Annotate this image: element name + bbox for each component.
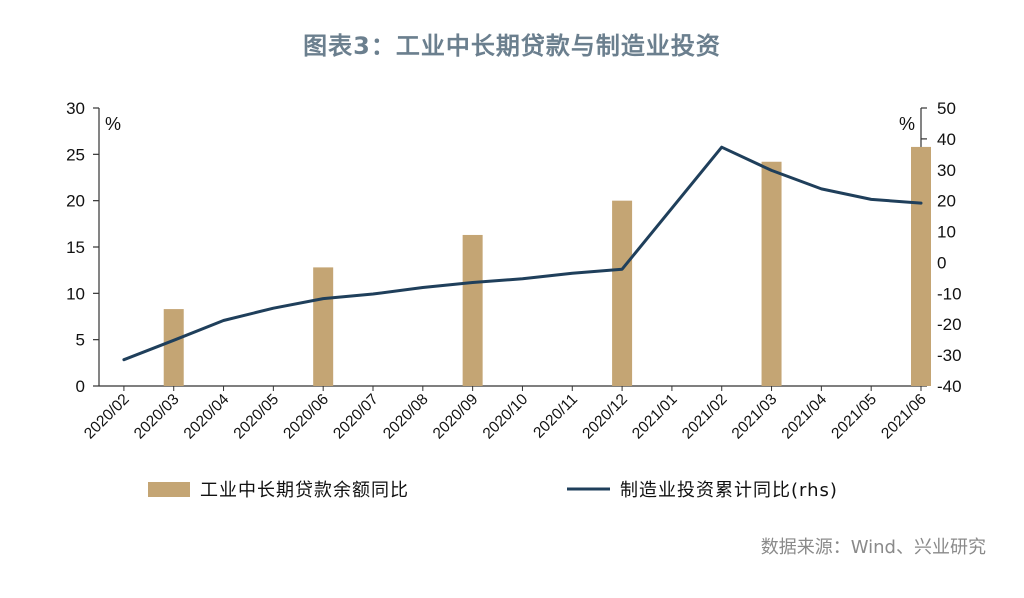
x-tick-label: 2021/01 <box>629 391 681 443</box>
left-axis-tick-label: 10 <box>66 284 85 303</box>
bar-2021/03 <box>761 161 782 386</box>
bar-2020/09 <box>462 234 483 386</box>
x-tick-labels: 2020/022020/032020/042020/052020/062020/… <box>81 391 930 443</box>
left-axis-tick-label: 20 <box>66 192 85 211</box>
x-tick-label: 2020/08 <box>380 391 432 443</box>
left-axis-tick-label: 0 <box>76 377 85 396</box>
right-axis-tick-label: -40 <box>937 377 962 396</box>
legend-swatch-bar <box>148 482 190 497</box>
x-tick-label: 2021/05 <box>828 391 880 443</box>
bar-2020/03 <box>163 309 184 386</box>
bar-2021/06 <box>911 146 931 386</box>
right-axis-tick-label: -20 <box>937 315 962 334</box>
left-axis-unit: % <box>105 114 121 134</box>
bar-2020/06 <box>313 267 334 386</box>
left-axis-tick-label: 30 <box>66 99 85 118</box>
legend-label-bar: 工业中长期贷款余额同比 <box>200 480 409 501</box>
legend: 工业中长期贷款余额同比 制造业投资累计同比(rhs) <box>148 480 838 501</box>
x-tick-label: 2020/07 <box>330 391 382 443</box>
right-axis-unit: % <box>899 114 915 134</box>
x-tick-label: 2020/12 <box>579 391 631 443</box>
right-axis-tick-label: 50 <box>937 99 956 118</box>
left-axis-tick-label: 25 <box>66 145 85 164</box>
x-tick-label: 2020/10 <box>480 391 532 443</box>
x-tick-label: 2020/04 <box>181 391 233 443</box>
x-tick-label: 2020/09 <box>430 391 482 443</box>
right-axis-tick-label: 30 <box>937 161 956 180</box>
bar-series <box>163 146 931 386</box>
x-tick-label: 2020/11 <box>530 391 581 442</box>
x-tick-label: 2021/02 <box>679 391 731 443</box>
x-tick-label: 2021/06 <box>878 391 930 443</box>
bar-2020/12 <box>612 200 633 386</box>
line-path <box>122 145 923 362</box>
right-axis-tick-label: 0 <box>937 253 946 272</box>
axes: 0 5 10 15 20 25 30% -40 -30 -20 -10 0 10 20 30 40 50% <box>66 99 962 396</box>
x-tick-label: 2020/02 <box>81 391 133 443</box>
right-axis-tick-label: -10 <box>937 284 962 303</box>
chart-title: 图表3：工业中长期贷款与制造业投资 <box>303 32 721 60</box>
x-tick-label: 2021/03 <box>729 391 781 443</box>
right-axis-tick-label: -30 <box>937 346 962 365</box>
x-tick-label: 2021/04 <box>779 391 831 443</box>
left-axis-tick-label: 5 <box>76 331 85 350</box>
x-tick-label: 2020/03 <box>131 391 183 443</box>
legend-label-line: 制造业投资累计同比(rhs) <box>620 480 838 501</box>
x-tick-label: 2020/06 <box>280 391 332 443</box>
source-note: 数据来源：Wind、兴业研究 <box>760 537 986 558</box>
right-axis-tick-label: 20 <box>937 192 956 211</box>
left-axis-tick-label: 15 <box>66 238 85 257</box>
right-axis-tick-label: 10 <box>937 223 956 242</box>
x-tick-label: 2020/05 <box>231 391 283 443</box>
line-series <box>122 145 923 362</box>
right-axis-tick-label: 40 <box>937 130 956 149</box>
